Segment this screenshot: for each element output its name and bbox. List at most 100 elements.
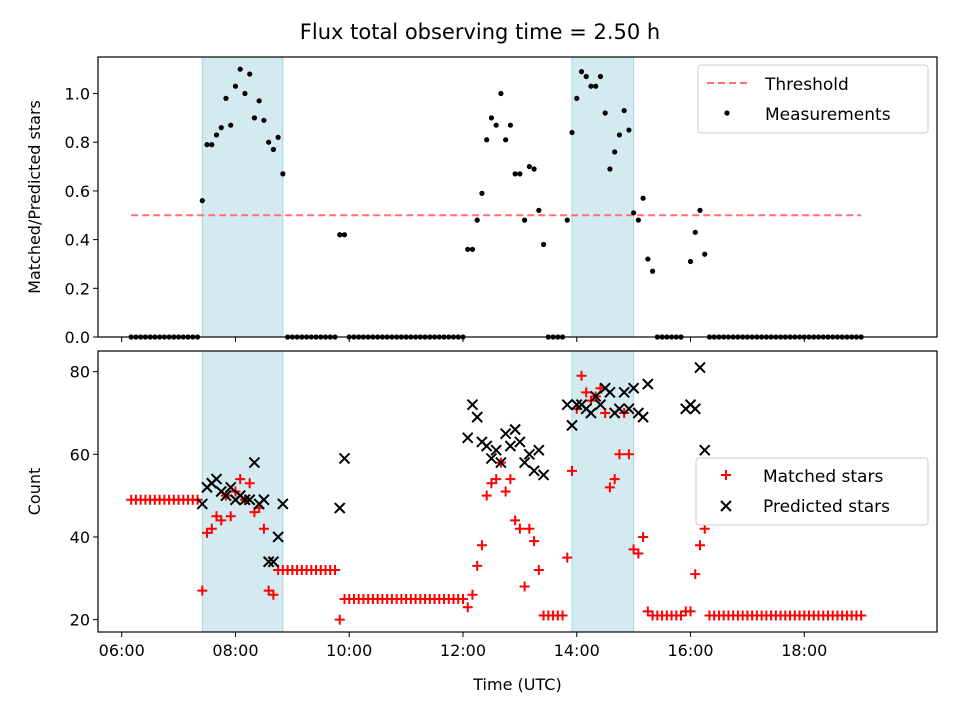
matched-stars-point [562, 552, 573, 563]
top-ytick-label: 0.2 [65, 279, 90, 298]
xtick-label: 08:00 [212, 641, 258, 660]
matched-stars-point [244, 478, 255, 489]
predicted-stars-point [258, 494, 270, 506]
measurements-point [531, 166, 537, 172]
predicted-stars-point [699, 444, 711, 456]
matched-stars-point [524, 523, 535, 534]
bottom-legend: Matched stars Predicted stars [695, 457, 929, 526]
predicted-stars-point [504, 440, 517, 452]
predicted-stars-point [462, 432, 474, 444]
predicted-stars-point [566, 419, 578, 432]
top-shaded-interval-2 [571, 56, 635, 338]
measurements-point [626, 127, 632, 133]
matched-stars-point [330, 565, 341, 576]
legend-predicted-label: Predicted stars [763, 497, 890, 517]
measurements-point [702, 251, 708, 257]
predicted-stars-point [594, 399, 607, 411]
measurements-point [621, 107, 627, 114]
matched-stars-point [614, 449, 625, 460]
matched-stars-point [533, 565, 544, 576]
top-ylabel: Matched/Predicted stars [25, 100, 44, 294]
predicted-stars-point [528, 465, 540, 477]
predicted-stars-point [514, 436, 526, 448]
matched-stars-point [694, 540, 705, 551]
top-ytick-label: 0.4 [65, 231, 90, 250]
matched-stars-point [510, 515, 521, 526]
measurements-point [204, 142, 210, 148]
measurements-point [564, 217, 570, 223]
matched-stars-point [623, 449, 634, 460]
matched-stars-point [235, 474, 246, 485]
measurements-point [574, 95, 580, 101]
legend-matched-label: Matched stars [763, 467, 883, 487]
legend-matched-swatch [721, 470, 731, 480]
predicted-stars-point [196, 498, 208, 510]
predicted-stars-point [466, 399, 479, 411]
predicted-stars-point [585, 407, 597, 419]
matched-stars-point [633, 548, 644, 559]
measurements-point [266, 139, 272, 145]
measurements-point [507, 122, 513, 128]
measurements-point [275, 134, 281, 140]
measurements-point [228, 122, 234, 128]
matched-stars-point [505, 474, 516, 485]
measurements-point [484, 137, 490, 143]
top-panel: 0.0 0.2 0.4 0.6 0.8 1.0 Matched/Predicted star… [25, 56, 938, 347]
predicted-stars-point [262, 556, 275, 568]
measurements-point [261, 117, 267, 123]
measurements-point [526, 163, 532, 170]
bottom-legend-box [695, 457, 929, 526]
predicted-stars-point [533, 444, 545, 456]
top-legend: Threshold Measurements [697, 64, 929, 134]
measurements-point [687, 258, 694, 265]
measurements-point [597, 73, 604, 80]
measurements-point [469, 246, 476, 252]
predicted-stars-point [272, 531, 284, 543]
legend-measurements-label: Measurements [765, 105, 891, 125]
measurements-point [578, 69, 585, 75]
predicted-stars-point [225, 481, 237, 494]
predicted-stars-point [509, 423, 521, 436]
measurements-point [218, 125, 224, 131]
predicted-stars-point [210, 473, 223, 485]
measurements-point [337, 232, 343, 238]
bottom-shaded-interval-1 [201, 350, 284, 633]
legend-predicted-swatch [720, 500, 732, 512]
predicted-stars-point [623, 403, 635, 415]
matched-stars-point [690, 569, 701, 580]
matched-stars-point [467, 589, 478, 600]
measurements-point [536, 207, 542, 213]
measurements-point [209, 142, 215, 148]
bottom-ytick-label: 40 [70, 528, 90, 547]
measurements-point [341, 232, 348, 238]
measurements-point [635, 217, 641, 223]
legend-threshold-label: Threshold [764, 75, 849, 95]
top-ytick-label: 0.6 [65, 182, 90, 201]
top-axes-frame [97, 56, 938, 338]
predicted-stars-point [220, 489, 232, 502]
matched-stars-point [225, 511, 236, 522]
measurements-point [583, 73, 589, 80]
matched-stars-point [529, 536, 540, 547]
measurements-point [607, 166, 613, 172]
predicted-stars-point [277, 498, 289, 510]
predicted-stars-point [523, 448, 536, 461]
predicted-stars-point [571, 399, 583, 411]
predicted-stars-point [694, 361, 706, 374]
measurements-point [199, 198, 205, 204]
matched-stars-point [457, 593, 468, 604]
measurements-point [488, 115, 495, 121]
matched-stars-point [581, 387, 592, 398]
measurements-point [517, 171, 523, 177]
measurements-point [697, 207, 703, 213]
matched-stars-point [514, 523, 525, 534]
measurements-point [247, 71, 253, 77]
predicted-stars-point [495, 456, 507, 469]
measurements-point [223, 95, 229, 101]
bottom-axes-frame [97, 350, 938, 633]
measurements-point [631, 210, 637, 216]
measurements-point [503, 137, 509, 143]
matched-stars-point [685, 606, 696, 617]
measurements-point [645, 256, 651, 262]
matched-stars-point [258, 523, 269, 534]
